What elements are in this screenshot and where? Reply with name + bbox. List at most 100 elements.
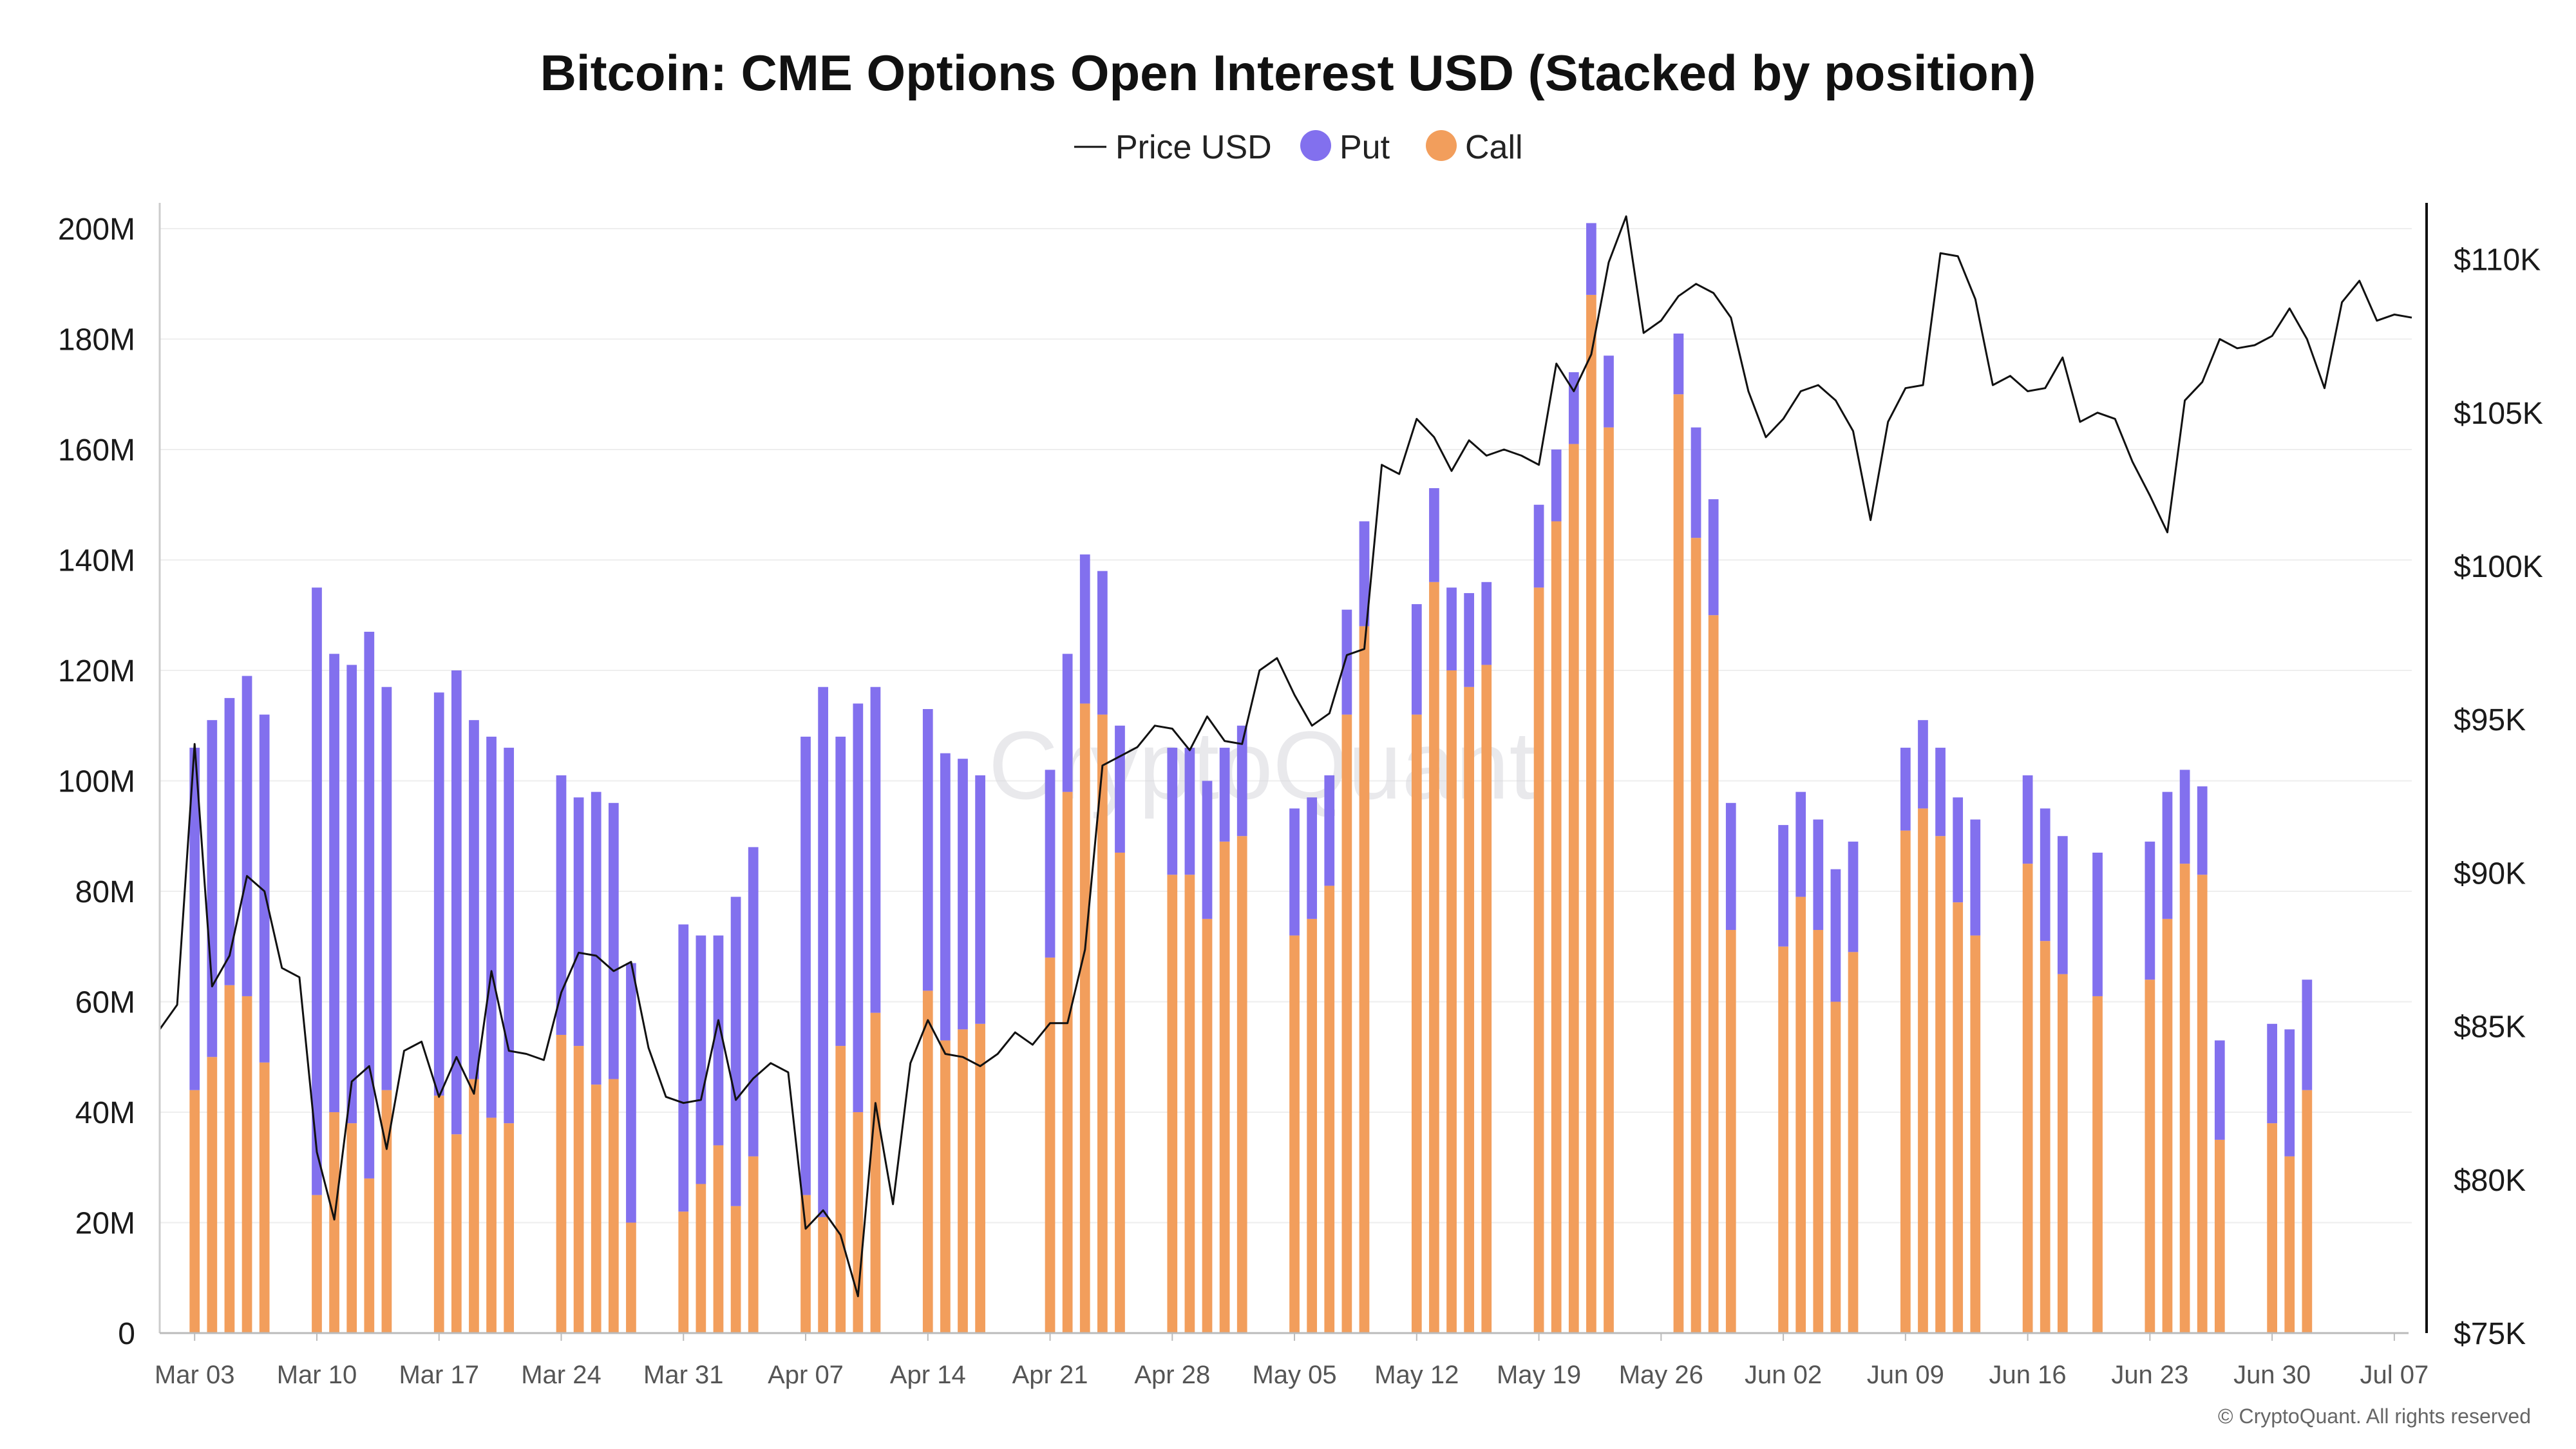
bar-call[interactable] xyxy=(1079,703,1090,1333)
bar-put[interactable] xyxy=(312,587,322,1195)
bar-call[interactable] xyxy=(713,1145,724,1333)
bar-call[interactable] xyxy=(469,1079,479,1333)
bar-call[interactable] xyxy=(1708,615,1719,1333)
bar-call[interactable] xyxy=(1568,444,1579,1333)
bar-put[interactable] xyxy=(1167,748,1178,875)
bar-put[interactable] xyxy=(1289,808,1300,936)
bar-call[interactable] xyxy=(486,1117,497,1333)
bar-put[interactable] xyxy=(853,703,864,1112)
bar-put[interactable] xyxy=(1568,372,1579,444)
legend-item-price[interactable]: Price USD xyxy=(1074,129,1272,166)
bar-call[interactable] xyxy=(626,1222,636,1334)
bar-call[interactable] xyxy=(1184,875,1195,1333)
bar-call[interactable] xyxy=(975,1023,985,1333)
bar-put[interactable] xyxy=(1184,748,1195,875)
bar-put[interactable] xyxy=(1795,791,1806,897)
bar-put[interactable] xyxy=(1551,450,1562,522)
bar-call[interactable] xyxy=(1411,714,1422,1333)
bar-call[interactable] xyxy=(451,1134,462,1333)
bar-call[interactable] xyxy=(2022,864,2033,1333)
bar-call[interactable] xyxy=(696,1184,706,1333)
bar-put[interactable] xyxy=(1446,587,1457,670)
bar-call[interactable] xyxy=(608,1079,619,1333)
bar-call[interactable] xyxy=(2179,864,2190,1333)
bar-put[interactable] xyxy=(696,935,706,1184)
bar-put[interactable] xyxy=(1115,725,1125,853)
bar-put[interactable] xyxy=(259,714,270,1063)
bar-call[interactable] xyxy=(381,1090,392,1333)
bar-call[interactable] xyxy=(1795,896,1806,1333)
bar-put[interactable] xyxy=(504,748,515,1124)
bar-put[interactable] xyxy=(2214,1040,2225,1140)
bar-call[interactable] xyxy=(224,985,235,1333)
bar-put[interactable] xyxy=(1935,748,1946,837)
bar-put[interactable] xyxy=(1079,554,1090,704)
bar-put[interactable] xyxy=(224,697,235,985)
bar-put[interactable] xyxy=(1062,654,1073,792)
bar-put[interactable] xyxy=(818,687,828,1217)
bar-put[interactable] xyxy=(1045,770,1056,958)
bar-call[interactable] xyxy=(346,1123,357,1333)
bar-call[interactable] xyxy=(364,1178,375,1333)
bar-call[interactable] xyxy=(1289,935,1300,1333)
bar-put[interactable] xyxy=(922,709,933,991)
bar-put[interactable] xyxy=(2302,980,2313,1090)
bar-call[interactable] xyxy=(1813,930,1824,1333)
bar-call[interactable] xyxy=(1935,836,1946,1333)
bar-put[interactable] xyxy=(2284,1029,2295,1157)
bar-call[interactable] xyxy=(818,1217,828,1333)
bar-put[interactable] xyxy=(2057,836,2068,974)
bar-put[interactable] xyxy=(573,797,584,1046)
bar-call[interactable] xyxy=(1533,587,1544,1333)
bar-call[interactable] xyxy=(2092,996,2103,1333)
bar-call[interactable] xyxy=(1848,952,1859,1333)
bar-call[interactable] xyxy=(2040,941,2050,1333)
bar-put[interactable] xyxy=(2040,808,2050,942)
bar-call[interactable] xyxy=(1725,930,1736,1333)
bar-put[interactable] xyxy=(1953,797,1964,903)
bar-put[interactable] xyxy=(626,963,636,1223)
bar-call[interactable] xyxy=(922,990,933,1333)
bar-put[interactable] xyxy=(451,670,462,1135)
bar-put[interactable] xyxy=(1219,748,1230,842)
bar-put[interactable] xyxy=(748,847,759,1157)
bar-call[interactable] xyxy=(1690,538,1701,1334)
bar-put[interactable] xyxy=(800,736,811,1195)
bar-call[interactable] xyxy=(1062,791,1073,1333)
bar-call[interactable] xyxy=(853,1112,864,1333)
bar-put[interactable] xyxy=(1464,592,1475,687)
bar-put[interactable] xyxy=(1970,819,1981,936)
bar-put[interactable] xyxy=(1673,333,1684,395)
bar-call[interactable] xyxy=(1429,582,1439,1333)
bar-call[interactable] xyxy=(1097,714,1108,1333)
bar-call[interactable] xyxy=(1446,670,1457,1333)
bar-put[interactable] xyxy=(1725,802,1736,931)
bar-put[interactable] xyxy=(207,720,218,1057)
bar-call[interactable] xyxy=(835,1046,846,1333)
bar-call[interactable] xyxy=(2302,1090,2313,1333)
bar-call[interactable] xyxy=(2197,875,2208,1333)
bar-call[interactable] xyxy=(1604,427,1614,1334)
bar-call[interactable] xyxy=(940,1040,951,1333)
bar-put[interactable] xyxy=(2267,1023,2277,1124)
bar-put[interactable] xyxy=(2145,841,2155,980)
bar-put[interactable] xyxy=(2022,775,2033,864)
bar-call[interactable] xyxy=(748,1156,759,1333)
bar-call[interactable] xyxy=(870,1012,881,1333)
bar-call[interactable] xyxy=(1324,886,1335,1333)
bar-put[interactable] xyxy=(713,935,724,1146)
bar-call[interactable] xyxy=(678,1211,689,1333)
bar-call[interactable] xyxy=(1045,957,1056,1333)
bar-put[interactable] xyxy=(2092,852,2103,996)
bar-put[interactable] xyxy=(940,753,951,1041)
bar-put[interactable] xyxy=(2197,786,2208,875)
bar-put[interactable] xyxy=(381,687,392,1090)
bar-put[interactable] xyxy=(2179,770,2190,864)
bar-put[interactable] xyxy=(1604,355,1614,428)
bar-put[interactable] xyxy=(1830,869,1841,1002)
bar-put[interactable] xyxy=(1481,582,1492,665)
legend-item-call[interactable]: Call xyxy=(1426,129,1523,166)
bar-put[interactable] xyxy=(1918,720,1928,809)
bar-call[interactable] xyxy=(2145,980,2155,1333)
bar-put[interactable] xyxy=(1813,819,1824,931)
